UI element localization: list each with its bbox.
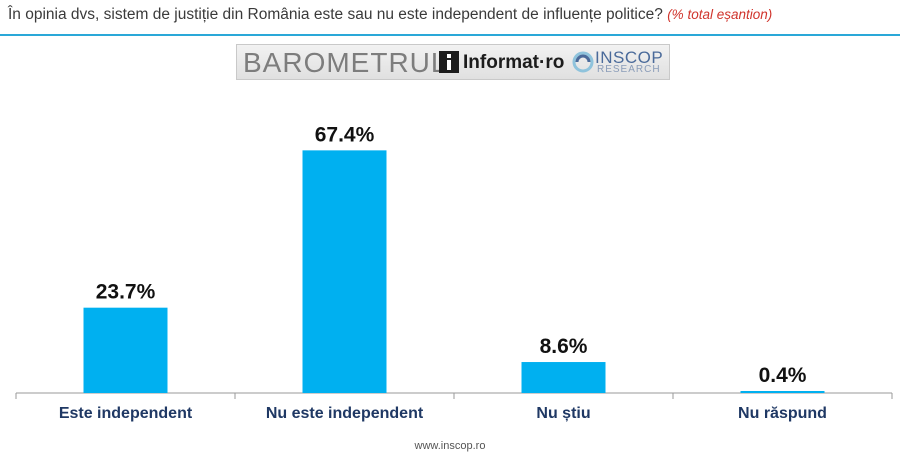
data-label: 0.4% [759,364,807,387]
title-divider [0,34,900,36]
category-label: Nu răspund [738,405,827,422]
data-label: 8.6% [540,335,588,358]
informat-icon [439,51,459,73]
bar-chart: 23.7% Este independent 67.4% Nu este indepe… [15,123,893,422]
inscop-research-text: RESEARCH [597,64,661,75]
bar-2 [302,150,387,393]
data-label: 23.7% [96,281,156,304]
category-label: Este independent [59,405,193,422]
chart-title: În opinia dvs, sistem de justiție din Ro… [8,6,892,24]
sample-note: (% total eșantion) [667,7,773,22]
data-label: 67.4% [315,123,375,146]
bar-4 [740,391,825,393]
footer-url[interactable]: www.inscop.ro [414,440,486,452]
category-label: Nu știu [536,405,590,422]
barometru-logo: BAROMETRUL [243,47,448,78]
question-text: În opinia dvs, sistem de justiție din Ro… [8,6,663,23]
inscop-logo: INSCOP [595,48,664,67]
logo-strip: BAROMETRUL Informat·ro INSCOP RESEARCH [236,44,670,80]
informat-logo: Informat·ro [463,52,565,73]
inscop-icon [572,51,594,73]
bar-3 [521,362,606,393]
bar-1 [83,307,168,393]
category-label: Nu este independent [266,405,424,422]
